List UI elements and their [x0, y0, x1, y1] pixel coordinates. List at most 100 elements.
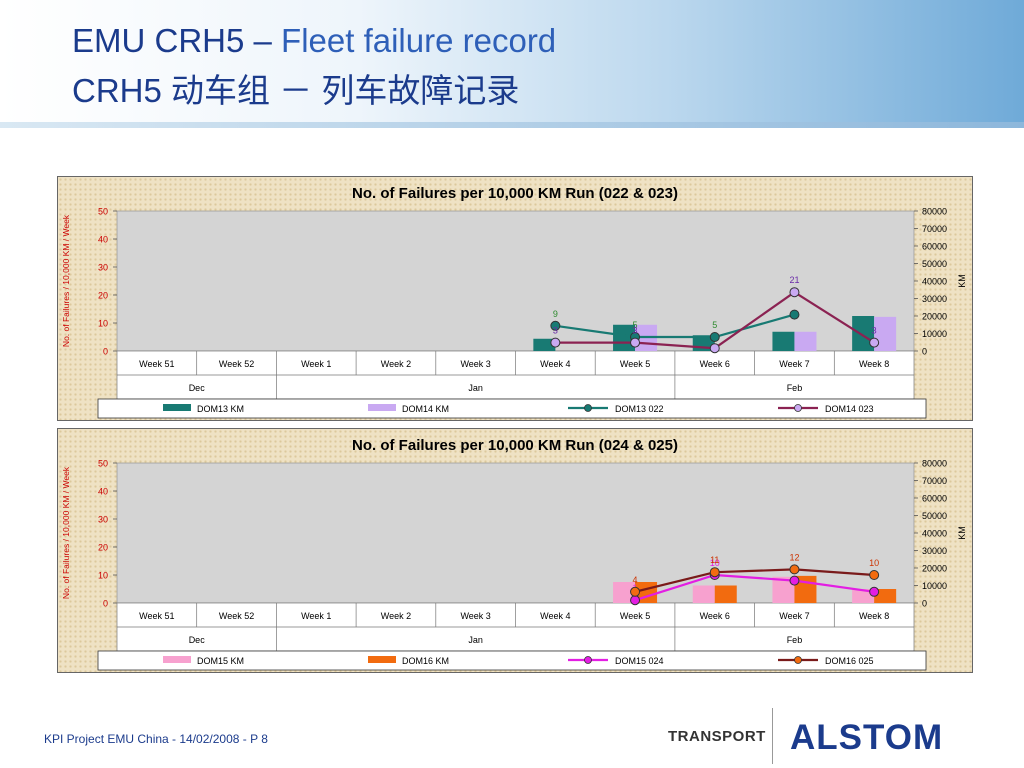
line-marker — [709, 567, 720, 578]
line-marker — [630, 337, 641, 348]
y-tick-label: 0 — [103, 599, 108, 609]
y2-tick-label: 40000 — [922, 277, 947, 287]
y2-axis-title: KM — [957, 526, 967, 540]
line-marker — [789, 287, 800, 298]
y-tick-label: 50 — [98, 207, 108, 217]
chart-svg: No. of Failures per 10,000 KM Run (022 &… — [61, 185, 967, 419]
data-label: 9 — [553, 309, 558, 319]
y2-tick-label: 80000 — [922, 459, 947, 469]
data-label: 4 — [633, 575, 638, 585]
alstom-logo: ALSTOM — [790, 718, 944, 757]
line-marker — [709, 343, 720, 354]
legend-label: DOM16 025 — [825, 656, 874, 666]
chart-title: No. of Failures per 10,000 KM Run (022 &… — [352, 185, 678, 202]
legend — [97, 398, 927, 419]
legend-label: DOM13 KM — [197, 404, 244, 414]
y2-tick-label: 20000 — [922, 312, 947, 322]
category-label: Week 52 — [219, 611, 254, 621]
category-label: Week 1 — [301, 359, 331, 369]
line-dom16-025 — [634, 568, 875, 593]
y2-tick-label: 70000 — [922, 224, 947, 234]
legend-marker — [584, 404, 592, 412]
line-marker — [789, 309, 800, 320]
bar-dom14-km — [794, 331, 817, 351]
y2-tick-label: 30000 — [922, 546, 947, 556]
y2-tick-label: 10000 — [922, 581, 947, 591]
y2-tick-label: 80000 — [922, 207, 947, 217]
category-label: Week 7 — [779, 611, 809, 621]
title-highlight: Fleet failure record — [281, 22, 557, 59]
title-main: EMU CRH5 – — [72, 22, 272, 59]
category-label: Week 8 — [859, 611, 889, 621]
bar-dom13-km — [852, 316, 875, 351]
category-label: Week 5 — [620, 359, 650, 369]
line-marker — [630, 595, 641, 606]
legend-marker — [794, 404, 802, 412]
data-label: 10 — [869, 558, 879, 568]
slide-header: EMU CRH5 – Fleet failure record CRH5 动车组… — [0, 0, 1024, 128]
bar-dom13-km — [613, 324, 636, 351]
month-label: Dec — [189, 635, 206, 645]
category-label: Week 51 — [139, 359, 174, 369]
line-marker — [550, 320, 561, 331]
bar-dom15-km — [692, 585, 715, 603]
category-label: Week 2 — [381, 359, 411, 369]
legend-label: DOM16 KM — [402, 656, 449, 666]
footer-text: KPI Project EMU China - 14/02/2008 - P 8 — [44, 732, 268, 746]
legend-swatch — [368, 404, 396, 411]
line-marker — [869, 337, 880, 348]
header-stripe — [0, 122, 1024, 128]
line-marker — [789, 564, 800, 575]
line-marker — [869, 586, 880, 597]
chart-024-025: No. of Failures per 10,000 KM Run (024 &… — [57, 428, 973, 673]
legend-label: DOM13 022 — [615, 404, 664, 414]
y2-tick-label: 70000 — [922, 476, 947, 486]
month-label: Dec — [189, 383, 206, 393]
transport-label: TRANSPORT — [668, 728, 766, 745]
y2-tick-label: 60000 — [922, 494, 947, 504]
slide-title-chinese: CRH5 动车组 － 列车故障记录 — [72, 72, 520, 109]
month-label: Feb — [787, 635, 803, 645]
bar-dom14-km — [874, 316, 897, 351]
line-dom13-022 — [555, 313, 795, 339]
bar-dom15-km — [613, 582, 636, 603]
category-label: Week 6 — [700, 611, 730, 621]
legend — [97, 650, 927, 671]
data-label: 11 — [710, 555, 719, 565]
y-tick-label: 0 — [103, 347, 108, 357]
y-tick-label: 10 — [98, 319, 108, 329]
month-label: Jan — [468, 635, 483, 645]
category-label: Week 7 — [779, 359, 809, 369]
category-label: Week 6 — [700, 359, 730, 369]
chart-title: No. of Failures per 10,000 KM Run (024 &… — [352, 437, 678, 454]
y-tick-label: 20 — [98, 543, 108, 553]
data-label: 5 — [633, 320, 638, 330]
data-label: 3 — [633, 326, 638, 336]
category-label: Week 3 — [460, 611, 490, 621]
y-tick-label: 10 — [98, 571, 108, 581]
y2-tick-label: 20000 — [922, 564, 947, 574]
category-label: Week 52 — [219, 359, 254, 369]
y-axis-title: No. of Failures / 10,000 KM / Week — [61, 214, 71, 347]
legend-swatch — [163, 404, 191, 411]
y-tick-label: 30 — [98, 515, 108, 525]
footer-divider — [772, 708, 773, 764]
line-marker — [630, 586, 641, 597]
data-label: 5 — [712, 320, 717, 330]
bar-dom16-km — [714, 585, 737, 603]
category-label: Week 51 — [139, 611, 174, 621]
legend-label: DOM14 023 — [825, 404, 874, 414]
y-tick-label: 40 — [98, 487, 108, 497]
category-label: Week 2 — [381, 611, 411, 621]
legend-label: DOM15 024 — [615, 656, 664, 666]
slide-title: EMU CRH5 – Fleet failure record — [72, 22, 556, 60]
bar-dom13-km — [533, 338, 556, 351]
y-tick-label: 20 — [98, 291, 108, 301]
plot-area — [116, 210, 915, 352]
legend-label: DOM14 KM — [402, 404, 449, 414]
chart-svg: No. of Failures per 10,000 KM Run (024 &… — [61, 437, 967, 671]
y2-tick-label: 50000 — [922, 511, 947, 521]
legend-swatch — [163, 656, 191, 663]
line-marker — [709, 332, 720, 342]
data-label: 3 — [553, 326, 558, 336]
